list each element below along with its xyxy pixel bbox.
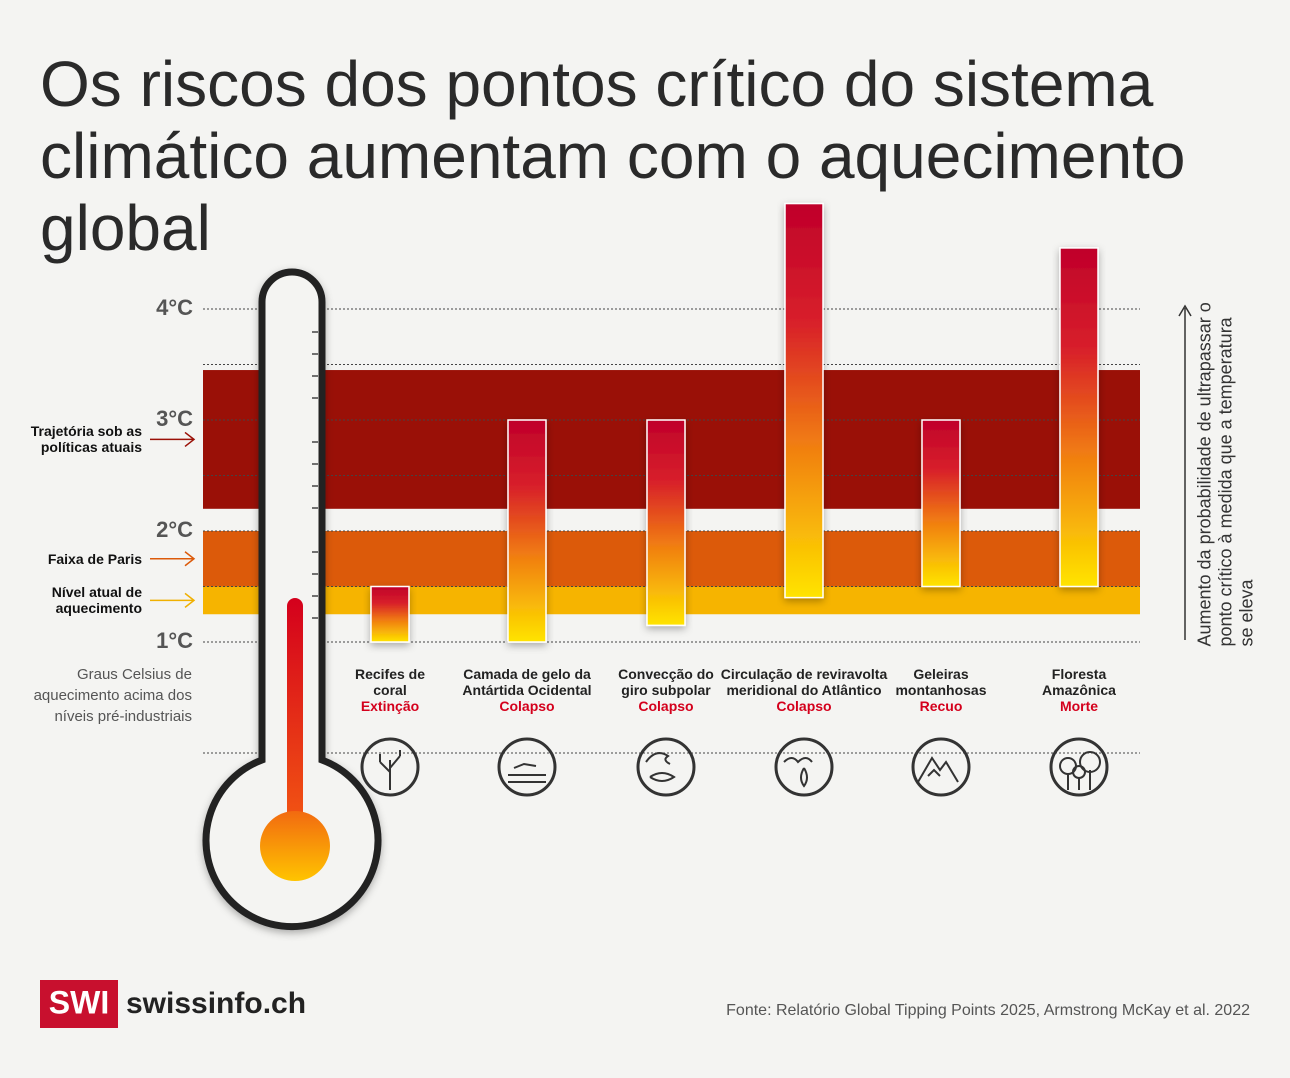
thermometer xyxy=(202,268,382,931)
outcome-label: Recuo xyxy=(919,698,963,714)
category-name: Convecção do giro subpolar xyxy=(618,666,714,698)
category-label: Floresta Amazônica Morte xyxy=(1029,666,1129,714)
outcome-label: Colapso xyxy=(638,698,694,714)
category-label: Geleiras montanhosas Recuo xyxy=(886,666,996,714)
bar xyxy=(784,202,824,599)
outcome-label: Colapso xyxy=(776,698,832,714)
band-label: Trajetória sob as políticas atuais xyxy=(30,423,142,456)
bar xyxy=(646,419,686,627)
category-label: Recifes de coral Extinção xyxy=(344,666,436,714)
category-name: Camada de gelo da Antártida Ocidental xyxy=(462,666,592,698)
band-label: Nível atual de aquecimento xyxy=(51,584,142,617)
category-label: Circulação de reviravolta meridional do … xyxy=(719,666,889,714)
y-tick-label: 3°C xyxy=(156,406,193,431)
category-name: Geleiras montanhosas xyxy=(895,666,987,698)
outcome-label: Extinção xyxy=(360,698,420,714)
y-tick-label: 1°C xyxy=(156,628,193,653)
category-label: Camada de gelo da Antártida Ocidental Col… xyxy=(452,666,602,714)
category-name: Circulação de reviravolta meridional do … xyxy=(720,666,888,698)
category-label: Convecção do giro subpolar Colapso xyxy=(609,666,724,714)
y-tick-label: 2°C xyxy=(156,517,193,542)
bar xyxy=(507,419,547,643)
brand: swissinfo.ch xyxy=(126,987,306,1020)
logo: SWI xyxy=(49,984,109,1020)
band-arrow-head xyxy=(184,592,196,608)
bar xyxy=(921,419,961,588)
band-label: Faixa de Paris xyxy=(47,550,142,567)
logo-box xyxy=(40,980,118,1028)
bar xyxy=(370,585,410,643)
right-arrow xyxy=(1178,304,1192,640)
outcome-label: Morte xyxy=(1059,698,1099,714)
y-tick-label: 4°C xyxy=(156,295,193,320)
source: Fonte: Relatório Global Tipping Points 2… xyxy=(726,1002,1250,1019)
right-label: Aumento da probabilidade de ultrapassar … xyxy=(1194,302,1257,647)
bar xyxy=(1059,247,1099,588)
outcome-label: Colapso xyxy=(499,698,555,714)
y-label: Graus Celsius de aquecimento acima dos n… xyxy=(33,666,192,725)
chart-title: Os riscos dos pontos crítico do sistema … xyxy=(40,48,1186,264)
category-name: Recifes de coral xyxy=(354,666,426,698)
band-arrow-head xyxy=(184,551,196,567)
band-arrow-head xyxy=(184,431,196,448)
icons xyxy=(360,737,1109,797)
category-name: Floresta Amazônica xyxy=(1042,666,1116,698)
